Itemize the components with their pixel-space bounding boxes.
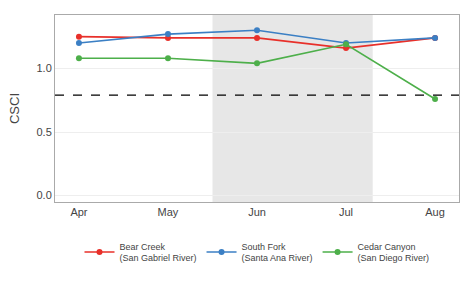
svg-text:Apr: Apr bbox=[70, 206, 87, 218]
svg-text:Jun: Jun bbox=[248, 206, 266, 218]
svg-text:Bear Creek(San Gabriel River): Bear Creek(San Gabriel River) bbox=[120, 242, 197, 264]
svg-text:Jul: Jul bbox=[339, 206, 353, 218]
svg-text:0.5: 0.5 bbox=[37, 126, 52, 138]
svg-text:Aug: Aug bbox=[425, 206, 445, 218]
svg-text:CSCI: CSCI bbox=[7, 93, 22, 124]
svg-text:South Fork(Santa Ana River): South Fork(Santa Ana River) bbox=[242, 242, 313, 264]
svg-text:1.0: 1.0 bbox=[37, 62, 52, 74]
svg-text:Cedar Canyon(San Diego River): Cedar Canyon(San Diego River) bbox=[358, 242, 430, 264]
svg-text:May: May bbox=[158, 206, 179, 218]
svg-text:0.0: 0.0 bbox=[37, 189, 52, 201]
